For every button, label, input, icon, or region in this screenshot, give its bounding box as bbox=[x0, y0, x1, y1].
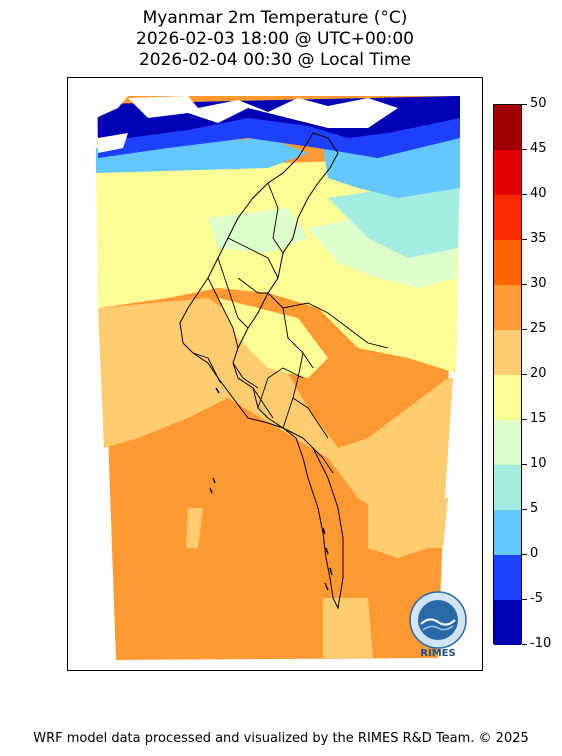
logo-text: RIMES bbox=[420, 648, 455, 659]
colorbar-tick bbox=[522, 104, 527, 105]
map-panel bbox=[67, 77, 483, 671]
colorbar-tick bbox=[522, 329, 527, 330]
colorbar-tick-label: -5 bbox=[530, 591, 543, 606]
islands bbox=[209, 377, 333, 591]
colorbar-tick-label: 40 bbox=[530, 186, 547, 201]
title-line-1: Myanmar 2m Temperature (°C) bbox=[142, 8, 408, 28]
colorbar-tick-label: 15 bbox=[530, 411, 547, 426]
temperature-map bbox=[96, 96, 460, 660]
colorbar-tick-label: 45 bbox=[530, 141, 547, 156]
colorbar-segment bbox=[494, 375, 521, 420]
masked-area-3 bbox=[98, 133, 128, 153]
country-border bbox=[179, 132, 344, 610]
colorbar-tick-label: -10 bbox=[530, 636, 552, 651]
title-line-2: 2026-02-03 18:00 @ UTC+00:00 bbox=[136, 29, 414, 49]
colorbar-tick bbox=[522, 464, 527, 465]
colorbar-tick-label: 30 bbox=[530, 276, 547, 291]
colorbar-tick-label: 20 bbox=[530, 366, 547, 381]
zone-light-orange bbox=[98, 298, 453, 528]
colorbar-segment bbox=[494, 240, 521, 285]
colorbar-tick bbox=[522, 374, 527, 375]
zone-yellow-inner bbox=[218, 298, 328, 378]
colorbar-segment bbox=[494, 285, 521, 330]
zone-light-orange-south bbox=[323, 598, 373, 658]
colorbar-tick-label: 0 bbox=[530, 546, 539, 561]
masked-area-2 bbox=[96, 96, 128, 118]
colorbar-segment bbox=[494, 600, 521, 645]
colorbar-tick-label: 25 bbox=[530, 321, 547, 336]
title-line-3: 2026-02-04 00:30 @ Local Time bbox=[138, 50, 412, 70]
colorbar-tick-label: 35 bbox=[530, 231, 547, 246]
masked-area bbox=[128, 96, 398, 128]
colorbar-segment bbox=[494, 420, 521, 465]
colorbar-tick-label: 5 bbox=[530, 501, 539, 516]
zone-light-orange-east bbox=[368, 498, 448, 558]
colorbar-segment bbox=[494, 330, 521, 375]
colorbar-tick-label: 10 bbox=[530, 456, 547, 471]
colorbar-tick bbox=[522, 509, 527, 510]
zone-aqua bbox=[328, 178, 460, 258]
map-title: Myanmar 2m Temperature (°C) 2026-02-03 1… bbox=[0, 8, 550, 71]
colorbar-segment bbox=[494, 105, 521, 150]
colorbar-segment bbox=[494, 555, 521, 600]
colorbar-tick bbox=[522, 239, 527, 240]
colorbar-tick bbox=[522, 599, 527, 600]
colorbar-segment bbox=[494, 195, 521, 240]
colorbar bbox=[493, 104, 522, 645]
state-borders bbox=[192, 182, 389, 474]
colorbar-tick bbox=[522, 194, 527, 195]
colorbar-segment bbox=[494, 150, 521, 195]
zone-light-orange-south2 bbox=[186, 508, 203, 548]
colorbar-tick bbox=[522, 554, 527, 555]
rimes-logo: RIMES bbox=[409, 591, 467, 659]
colorbar-tick bbox=[522, 284, 527, 285]
colorbar-tick bbox=[522, 644, 527, 645]
zone-pale-green-west bbox=[208, 208, 308, 253]
colorbar-segment bbox=[494, 465, 521, 510]
colorbar-tick bbox=[522, 149, 527, 150]
colorbar-segment bbox=[494, 510, 521, 555]
colorbar-tick-label: 50 bbox=[530, 96, 547, 111]
footer-credit: WRF model data processed and visualized … bbox=[33, 731, 529, 746]
colorbar-tick bbox=[522, 419, 527, 420]
